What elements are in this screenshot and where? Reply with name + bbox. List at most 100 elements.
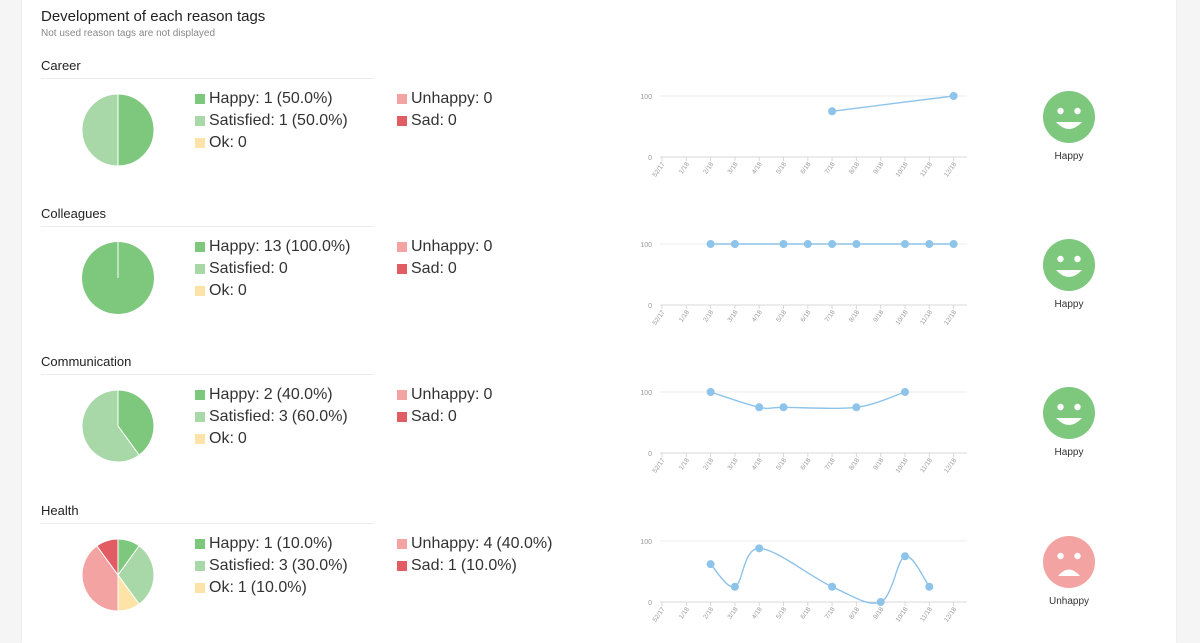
x-tick-label: 12/18 [943,161,958,179]
legend-label: Ok: [209,579,234,596]
legend-item-sad: Sad: 0 [397,261,457,277]
trend-data-point[interactable] [730,582,739,591]
x-tick-label: 4/18 [751,309,764,324]
legend-item-sad: Sad: 0 [397,408,457,425]
legend-value: 0 [447,112,457,129]
legend-item-satisfied: Satisfied: 3 (60.0%) [195,408,348,425]
legend-item-happy: Happy: 2 (40.0%) [195,386,333,403]
y-tick-label: 0 [648,600,652,607]
legend-value: 3 [278,408,288,425]
x-tick-label: 10/18 [895,606,910,624]
legend-swatch [195,390,205,400]
x-tick-label: 10/18 [895,161,910,179]
reason-tag-name: Colleagues [41,206,107,221]
legend-swatch [397,539,407,549]
trend-data-point[interactable] [949,240,958,248]
distribution-pie-chart [81,93,155,167]
x-tick-label: 1/18 [678,606,691,621]
legend-value: 0 [447,408,457,425]
overall-mood: Happy [1042,386,1096,458]
x-tick-label: 11/18 [919,161,934,178]
legend-value: 1 [263,90,273,107]
x-tick-label: 7/18 [824,457,837,472]
trend-data-point[interactable] [949,92,958,100]
x-tick-label: 4/18 [751,606,764,621]
x-tick-label: 8/18 [848,457,861,472]
happy-face-icon [1043,239,1095,291]
x-tick-label: 6/18 [799,457,812,472]
trend-data-point[interactable] [706,560,715,569]
reason-tag-name: Communication [41,354,132,369]
legend-percent: (10.0%) [276,535,333,552]
trend-data-point[interactable] [901,388,909,396]
reason-section: Colleagues Happy: 13 (100.0%) Satisfied: 0 Ok:… [22,206,1176,354]
distribution-pie-chart [81,389,155,463]
trend-data-point[interactable] [925,240,934,248]
trend-data-point[interactable] [852,240,861,248]
reason-tag-name: Health [41,503,79,518]
x-tick-label: 52/17 [652,457,667,475]
trend-data-point[interactable] [755,403,764,412]
pie-slice-unhappy [81,545,119,612]
trend-data-point[interactable] [803,240,812,248]
trend-data-point[interactable] [706,240,715,248]
reason-section: Health Happy: 1 (10.0%) Satisfied: 3 (30.0%) Ok… [22,503,1176,643]
x-tick-label: 5/18 [775,161,788,176]
legend-value: 2 [263,386,273,403]
legend-value: 0 [237,282,247,299]
legend-swatch [195,412,205,422]
trend-data-point[interactable] [730,240,739,248]
trend-data-point[interactable] [828,107,837,116]
legend-value: 3 [278,557,288,574]
x-tick-label: 5/18 [775,606,788,621]
legend-item-unhappy: Unhappy: 0 [397,91,492,107]
trend-data-point[interactable] [779,403,788,412]
x-tick-label: 3/18 [727,309,740,324]
trend-data-point[interactable] [901,240,909,248]
reason-section: Career Happy: 1 (50.0%) Satisfied: 1 (50.0%) Ok… [22,58,1176,206]
x-tick-label: 1/18 [678,457,691,472]
legend-item-ok: Ok: 0 [195,282,247,299]
x-tick-label: 1/18 [678,161,691,176]
legend-value: 1 [447,557,457,574]
mood-label: Happy [1054,151,1084,162]
x-tick-label: 12/18 [943,309,958,327]
legend-value: 4 [483,535,493,552]
legend-swatch [195,561,205,571]
legend-percent: (50.0%) [276,90,333,107]
trend-data-point[interactable] [925,582,934,591]
x-tick-label: 3/18 [727,457,740,472]
x-tick-label: 52/17 [652,161,667,179]
trend-line-chart: 100 052/17 1/18 2/18 3/18 4/18 5/18 6/18 7/18 8/1… [640,539,967,624]
reason-tag-name: Career [41,58,81,73]
happy-face-icon [1043,91,1095,143]
pie-slice-happy [117,389,155,456]
distribution-pie-chart [81,538,155,612]
page-subtitle: Not used reason tags are not displayed [41,28,215,39]
legend-item-unhappy: Unhappy: 0 [397,387,492,403]
trend-data-point[interactable] [779,240,788,248]
legend-swatch [195,242,205,252]
trend-data-point[interactable] [901,552,909,561]
trend-data-point[interactable] [755,544,764,553]
legend-item-happy: Happy: 1 (50.0%) [195,90,333,107]
trend-data-point[interactable] [828,240,837,248]
legend-swatch [195,286,205,296]
legend-swatch [397,264,407,274]
trend-data-point[interactable] [828,582,837,591]
y-tick-label: 0 [648,451,652,458]
trend-data-point[interactable] [876,598,885,606]
legend-item-satisfied: Satisfied: 0 [195,260,288,277]
legend-value: 1 [237,579,247,596]
x-tick-label: 2/18 [702,161,715,176]
overall-mood: Unhappy [1042,535,1096,607]
trend-line-chart: 100 052/17 1/18 2/18 3/18 4/18 5/18 6/18 7/18 8/1… [640,388,967,475]
legend-swatch [397,390,407,400]
x-tick-label: 8/18 [848,309,861,324]
trend-data-point[interactable] [852,403,861,412]
legend-item-happy: Happy: 13 (100.0%) [195,239,350,255]
trend-data-point[interactable] [706,388,715,396]
legend-label: Satisfied: [209,260,275,277]
trend-line-chart: 100 052/17 1/18 2/18 3/18 4/18 5/18 6/18 7/18 8/1… [640,240,967,327]
x-tick-label: 6/18 [799,161,812,176]
